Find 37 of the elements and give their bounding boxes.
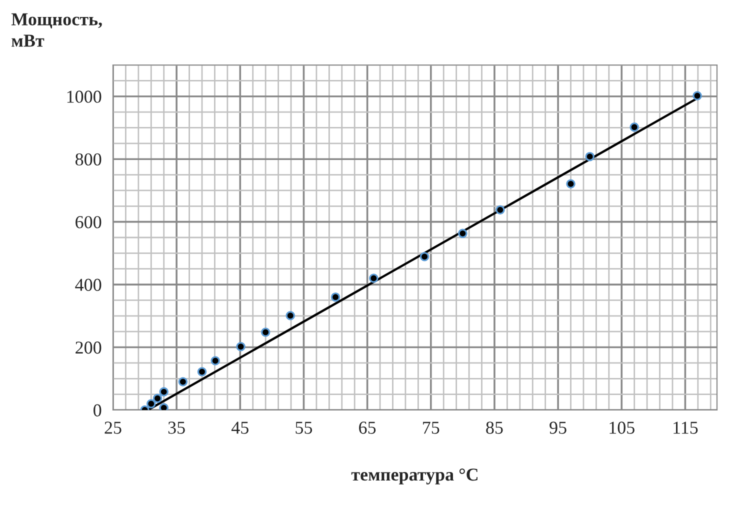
x-tick-label: 45 xyxy=(231,422,248,434)
point xyxy=(197,367,207,376)
y-tick-label: 200 xyxy=(76,342,102,354)
point xyxy=(260,328,270,337)
point xyxy=(692,91,702,100)
point xyxy=(566,179,576,189)
x-tick-label: 25 xyxy=(104,422,122,434)
point xyxy=(159,387,168,396)
x-tick-label: 55 xyxy=(296,422,312,434)
point xyxy=(458,228,468,238)
point xyxy=(286,310,296,320)
point xyxy=(146,399,156,408)
y-tick-label: 600 xyxy=(76,216,102,228)
point xyxy=(369,274,378,283)
point xyxy=(420,252,430,262)
y-tick-label: 800 xyxy=(75,153,102,166)
x-tick-label: 35 xyxy=(168,422,185,434)
point xyxy=(330,292,340,302)
point xyxy=(585,152,594,162)
x-axis-title: температура °C xyxy=(351,468,478,484)
point xyxy=(178,377,188,386)
y-tick-label: 1000 xyxy=(67,90,102,103)
point xyxy=(496,205,505,215)
point xyxy=(159,403,168,410)
y-tick-label: 400 xyxy=(75,278,102,291)
point xyxy=(152,394,162,404)
x-tick-label: 105 xyxy=(610,422,634,434)
x-tick-label: 85 xyxy=(486,422,503,434)
x-tick-label: 115 xyxy=(674,422,698,434)
x-tick-label: 95 xyxy=(550,422,566,434)
y-axis-title: Мощность, мВт xyxy=(11,13,102,47)
point xyxy=(210,356,220,366)
y-tick-label: 0 xyxy=(94,404,102,416)
point xyxy=(630,122,639,132)
point xyxy=(236,342,246,352)
x-tick-label: 65 xyxy=(359,422,376,434)
x-tick-label: 75 xyxy=(423,422,440,434)
